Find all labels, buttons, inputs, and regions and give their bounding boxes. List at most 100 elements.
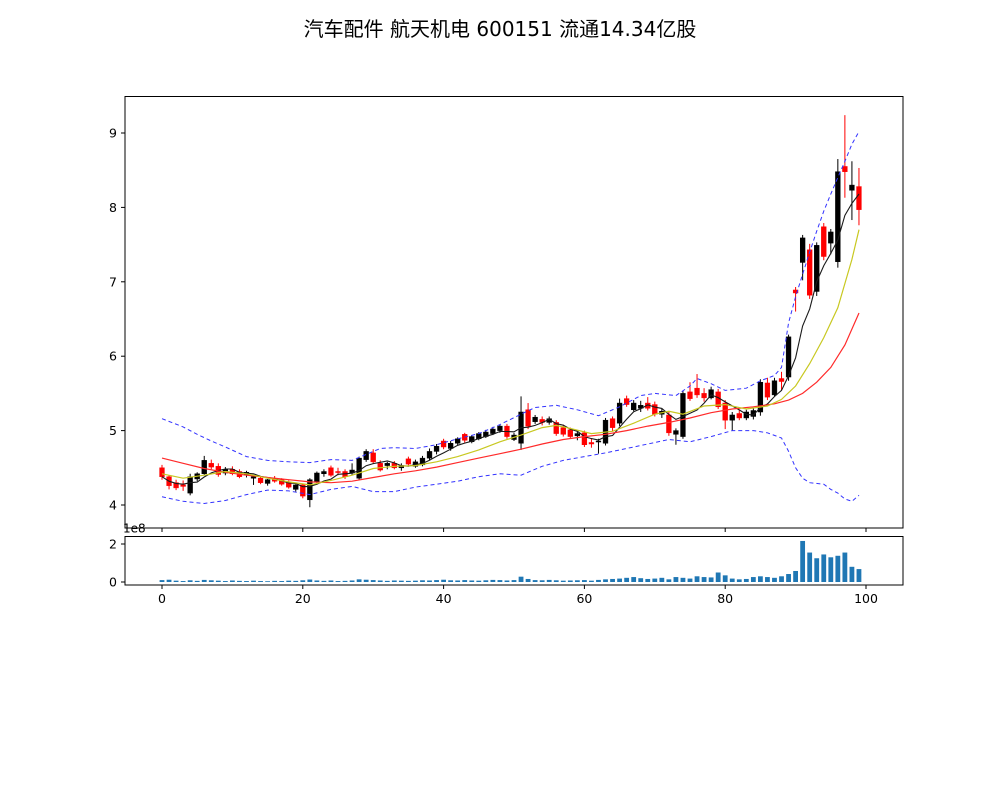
candle-up: [356, 457, 362, 479]
volume-bar: [356, 579, 362, 582]
ma-fast-line: [161, 193, 860, 488]
volume-bar: [497, 580, 503, 582]
candle-down: [687, 391, 693, 399]
candle-up: [835, 171, 841, 262]
candle-up: [201, 460, 207, 475]
candle-down: [842, 166, 848, 172]
volume-bar: [539, 580, 545, 582]
bollinger-lower-line: [161, 430, 860, 505]
price-y-tick-label: 5: [109, 423, 117, 438]
volume-bar: [159, 580, 165, 582]
volume-bar: [349, 580, 355, 582]
volume-bar: [398, 580, 404, 582]
volume-bar: [610, 578, 615, 582]
candle-down: [300, 484, 306, 497]
candle-up: [771, 380, 778, 396]
volume-bar: [603, 579, 608, 582]
volume-bar: [504, 580, 510, 582]
volume-bar: [434, 580, 439, 582]
candle-up: [426, 451, 433, 459]
candle-down: [567, 429, 573, 437]
candle-down: [588, 442, 595, 445]
volume-bar: [617, 578, 622, 582]
price-y-tick-label: 7: [109, 274, 117, 289]
volume-bar: [624, 577, 630, 582]
volume-bar: [265, 581, 270, 582]
volume-bar: [701, 577, 707, 582]
candle-up: [849, 184, 855, 191]
volume-bar: [835, 555, 841, 582]
candle-up: [250, 476, 257, 479]
candle-up: [757, 381, 764, 413]
volume-bar: [511, 580, 517, 582]
volume-bar: [244, 581, 249, 582]
volume-bar: [793, 570, 798, 582]
candle-up: [814, 245, 820, 292]
volume-bar: [828, 557, 834, 582]
candle-down: [807, 249, 813, 296]
volume-bar: [680, 577, 686, 582]
candle-up: [264, 479, 271, 484]
candle-down: [553, 422, 559, 434]
volume-bar: [258, 581, 263, 582]
volume-bar: [715, 572, 721, 582]
volume-bar: [736, 579, 742, 582]
volume-bar: [194, 580, 200, 582]
candle-up: [680, 393, 686, 437]
bollinger-upper-line: [161, 131, 860, 464]
volume-bar: [391, 580, 397, 582]
price-y-tick-label: 9: [109, 126, 117, 141]
candle-up: [595, 440, 602, 443]
candle-up: [750, 410, 757, 417]
chart-title: 汽车配件 航天机电 600151 流通14.34亿股: [304, 17, 697, 41]
volume-bar: [758, 576, 763, 582]
candle-up: [293, 484, 299, 490]
candle-down: [609, 418, 616, 428]
volume-bar: [694, 576, 700, 582]
candle-up: [574, 433, 581, 437]
volume-bar: [201, 579, 207, 582]
volume-bar: [779, 576, 784, 582]
volume-bar: [384, 580, 390, 582]
candle-down: [701, 393, 707, 399]
candle-up: [187, 476, 193, 494]
volume-bar: [483, 580, 489, 582]
volume-bar: [208, 580, 214, 582]
candle-down: [856, 186, 862, 210]
volume-bar: [300, 580, 306, 582]
volume-bar: [406, 580, 411, 582]
candle-up: [708, 389, 714, 399]
candle-up: [673, 430, 679, 435]
candle-up: [729, 414, 735, 421]
volume-panel-border: [124, 536, 904, 586]
volume-x-tick-label: 60: [576, 591, 592, 606]
volume-bar: [532, 580, 538, 582]
ma-slow-line: [161, 312, 860, 484]
volume-x-tick-label: 100: [854, 591, 878, 606]
volume-bar: [215, 580, 221, 582]
candle-down: [736, 413, 742, 419]
volume-bar: [363, 579, 369, 582]
volume-bar: [582, 580, 587, 582]
candle-down: [666, 414, 672, 434]
candle-up: [497, 425, 503, 431]
volume-bar: [187, 580, 193, 582]
volume-bar: [427, 580, 432, 582]
volume-bar: [596, 579, 601, 582]
volume-bar: [441, 579, 446, 582]
candle-down: [440, 440, 447, 448]
candle-down: [328, 467, 334, 476]
volume-y-tick-label: 0: [109, 575, 117, 590]
volume-bar: [546, 579, 552, 582]
volume-unit-offset-label: 1e8: [123, 522, 146, 536]
volume-bar: [708, 577, 714, 582]
candle-down: [560, 427, 566, 435]
volume-bar: [293, 580, 299, 582]
candle-down: [764, 382, 771, 398]
volume-bar: [321, 580, 327, 582]
candle-down: [335, 471, 341, 473]
candle-down: [792, 289, 799, 294]
volume-x-tick-label: 80: [717, 591, 733, 606]
volume-bar: [821, 554, 827, 582]
candle-down: [778, 378, 785, 382]
